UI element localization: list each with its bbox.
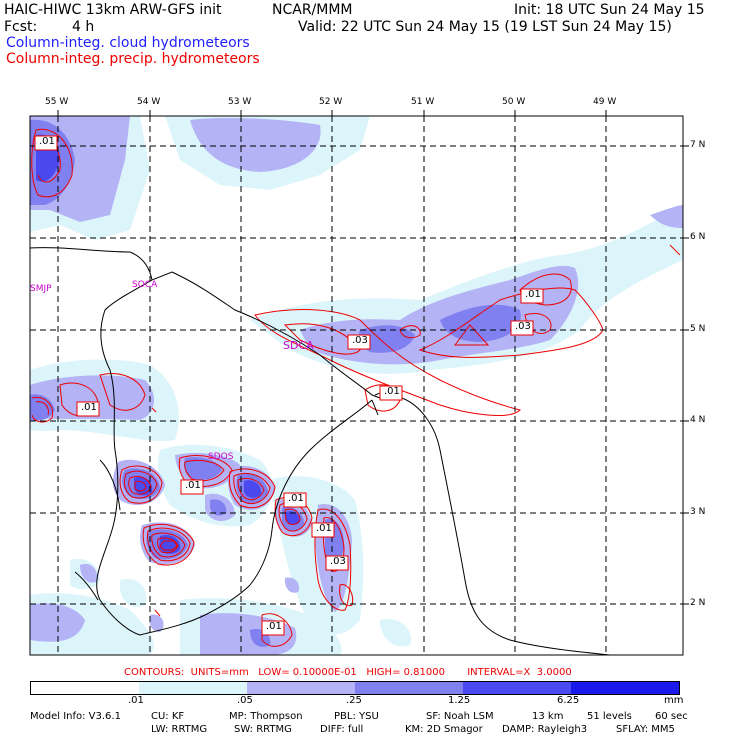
graticule	[30, 116, 683, 655]
colorbar-label: .01	[128, 695, 144, 706]
lat-label: 6 N	[690, 232, 706, 242]
axis-ticks	[57, 110, 689, 605]
station-label: SOCA	[132, 280, 158, 290]
contour-label: .03	[352, 335, 368, 346]
footer-model-info: Model Info: V3.6.1	[30, 711, 121, 722]
footer-sf: SF: Noah LSM	[426, 711, 494, 722]
footer-pbl: PBL: YSU	[334, 711, 379, 722]
station-label: SDOS	[208, 452, 234, 462]
lat-label: 7 N	[690, 140, 706, 150]
footer-sw: SW: RRTMG	[234, 724, 292, 735]
footer-cu: CU: KF	[151, 711, 185, 722]
lon-label: 54 W	[137, 97, 161, 107]
contour-label: .03	[515, 321, 531, 332]
lon-label: 50 W	[502, 97, 526, 107]
colorbar-segment	[355, 682, 463, 694]
forecast-label: Fcst:	[4, 19, 38, 35]
colorbar-units: mm	[664, 695, 684, 706]
lon-label: 51 W	[411, 97, 435, 107]
footer-timestep: 60 sec	[655, 711, 688, 722]
colorbar-segment	[247, 682, 355, 694]
lat-label: 3 N	[690, 507, 706, 517]
colorbar-label: 1.25	[448, 695, 471, 706]
contour-label: .01	[288, 493, 304, 504]
colorbar-segment	[139, 682, 247, 694]
footer-diff: DIFF: full	[320, 724, 364, 735]
contour-label: .01	[525, 289, 541, 300]
lon-label: 49 W	[593, 97, 617, 107]
footer-lw: LW: RRTMG	[151, 724, 208, 735]
forecast-hours: 4 h	[72, 19, 95, 35]
colorbar-segment	[463, 682, 571, 694]
footer-levels: 51 levels	[587, 711, 632, 722]
org-label: NCAR/MMM	[272, 2, 353, 18]
contour-label: .01	[384, 386, 400, 397]
colorbar-label: .05	[237, 695, 253, 706]
station-label: SDCA	[283, 339, 314, 352]
colorbar-label: .25	[346, 695, 362, 706]
contour-label: .03	[330, 556, 346, 567]
footer-damp: DAMP: Rayleigh3	[502, 724, 588, 735]
contour-label: .01	[39, 136, 55, 147]
valid-time: Valid: 22 UTC Sun 24 May 15 (19 LST Sun …	[298, 19, 672, 35]
lat-label: 2 N	[690, 598, 706, 608]
contour-info: CONTOURS: UNITS=mm LOW= 0.10000E-01 HIGH…	[124, 667, 572, 678]
contour-label: .01	[185, 480, 201, 491]
contour-label: .01	[266, 621, 282, 632]
footer-km: KM: 2D Smagor	[405, 724, 483, 735]
footer-mp: MP: Thompson	[229, 711, 303, 722]
lon-label: 55 W	[45, 97, 69, 107]
colorbar-segment	[31, 682, 139, 694]
colorbar	[30, 681, 680, 695]
contour-label-boxes	[34, 135, 544, 636]
lat-label: 4 N	[690, 415, 706, 425]
model-title: HAIC-HIWC 13km ARW-GFS init	[4, 2, 222, 18]
field-precip-label: Column-integ. precip. hydrometeors	[6, 51, 260, 67]
field-cloud-label: Column-integ. cloud hydrometeors	[6, 35, 250, 51]
footer-sflay: SFLAY: MM5	[616, 724, 675, 735]
colorbar-label: 6.25	[557, 695, 580, 706]
contour-label: .01	[316, 523, 332, 534]
footer-resolution: 13 km	[532, 711, 564, 722]
init-time: Init: 18 UTC Sun 24 May 15	[514, 2, 705, 18]
station-label: SMJP	[30, 284, 52, 294]
lon-label: 52 W	[319, 97, 343, 107]
shaded-hydrometeors	[30, 116, 683, 655]
lon-label: 53 W	[228, 97, 252, 107]
coastline	[30, 247, 611, 655]
colorbar-segment	[571, 682, 679, 694]
contour-label: .01	[81, 402, 97, 413]
lat-label: 5 N	[690, 324, 706, 334]
map-frame	[29, 115, 684, 656]
